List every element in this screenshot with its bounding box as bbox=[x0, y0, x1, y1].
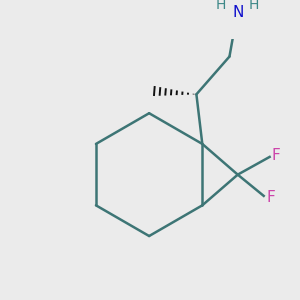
Text: F: F bbox=[272, 148, 281, 163]
Text: F: F bbox=[266, 190, 275, 205]
Text: H: H bbox=[249, 0, 260, 12]
Text: H: H bbox=[216, 0, 226, 12]
Text: N: N bbox=[232, 5, 243, 20]
